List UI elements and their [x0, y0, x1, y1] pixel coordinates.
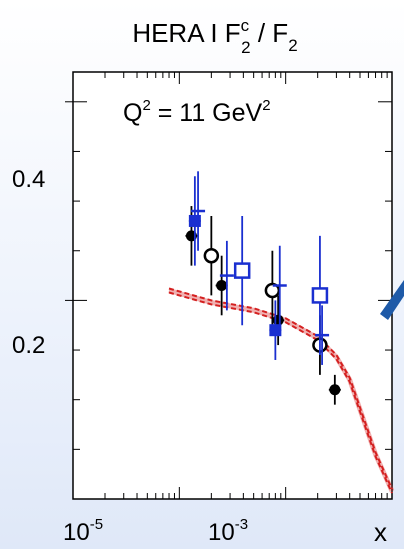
chart-title: HERA I Fc 2 / F2 [132, 16, 297, 57]
x-tick-label-1e-3: 10-3 [208, 516, 248, 546]
y-tick-label-0.2: 0.2 [12, 332, 45, 359]
x-tick-label-1e-5: 10-5 [63, 516, 103, 546]
point-blue-filled [269, 324, 282, 337]
y-tick-label-0.4: 0.4 [12, 166, 45, 193]
q2-annotation: Q2 = 11 GeV2 [123, 97, 271, 127]
point-black-filled [216, 280, 228, 291]
arrow-decoration [380, 280, 404, 320]
point-black-open [203, 247, 220, 264]
point-blue-filled [188, 214, 201, 227]
x-axis-label: x [374, 517, 387, 547]
theory-curve-lower [168, 291, 393, 494]
data-points [185, 171, 341, 405]
point-blue-open [311, 287, 329, 304]
point-black-filled [272, 314, 284, 326]
plot-frame [72, 71, 393, 500]
point-black-filled [329, 384, 341, 396]
point-blue-open [233, 262, 251, 279]
